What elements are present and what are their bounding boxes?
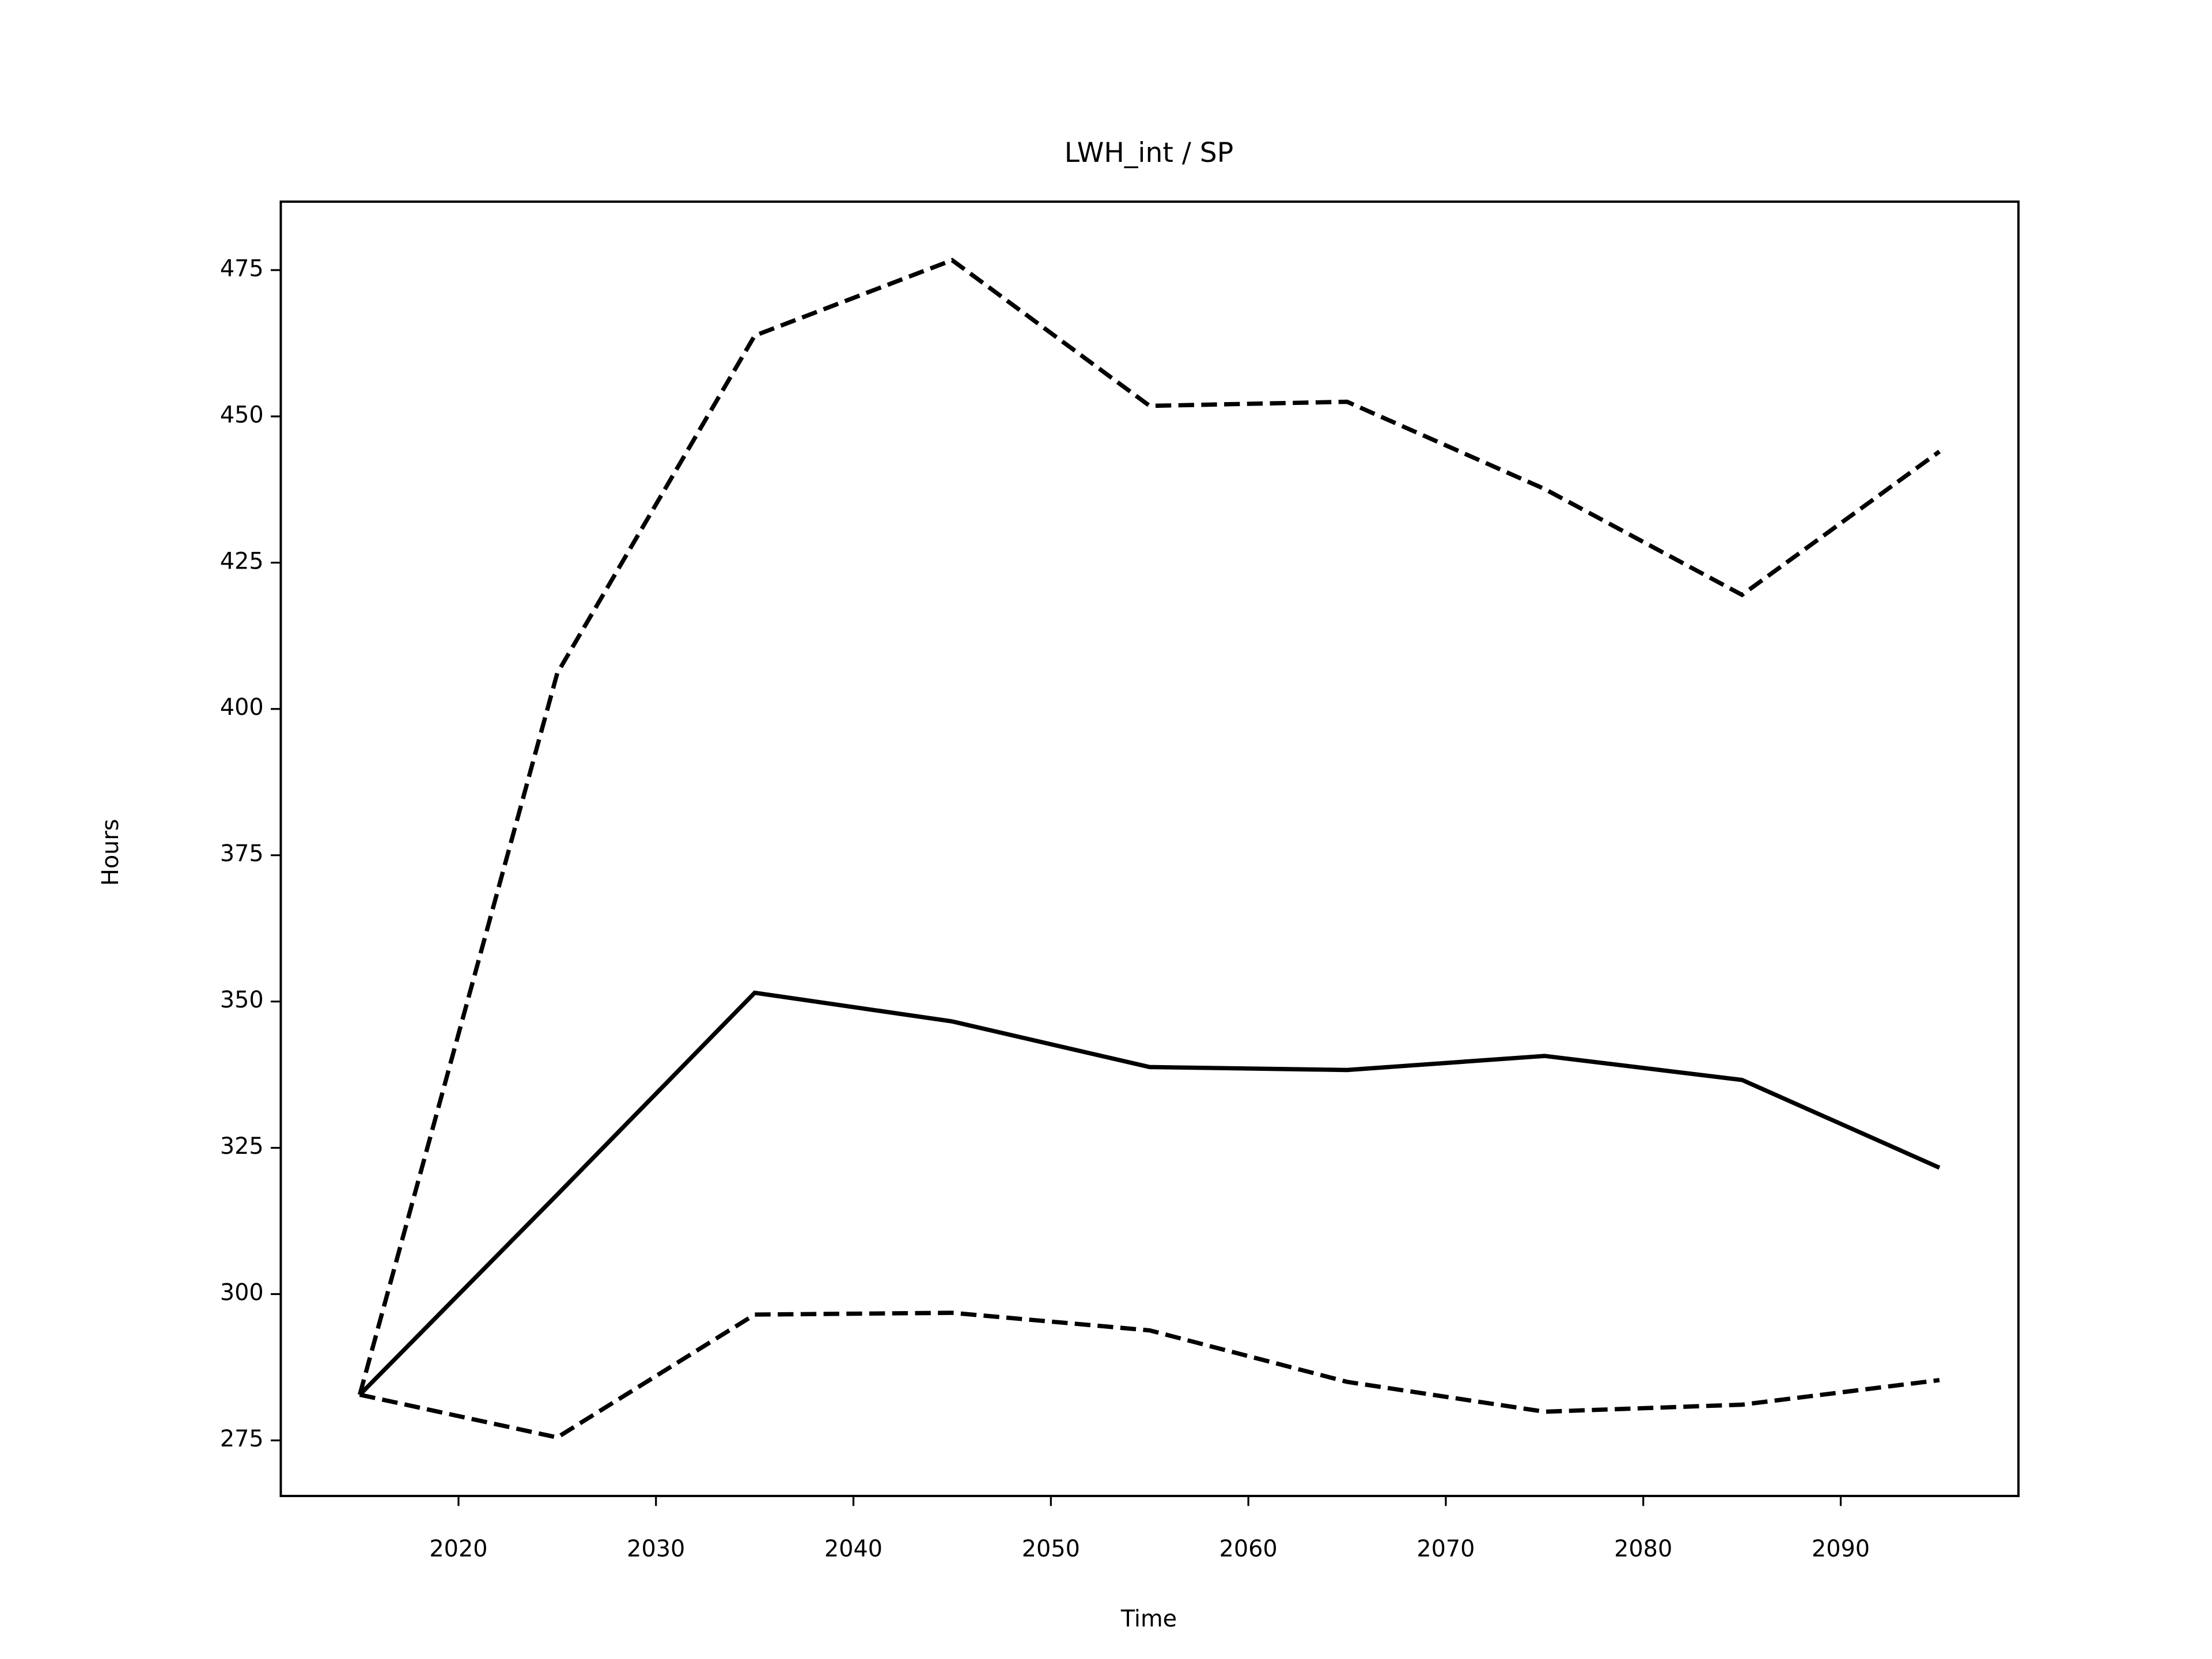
y-tick-label: 375 bbox=[220, 840, 264, 867]
plot-frame bbox=[279, 200, 2020, 1497]
y-tick-label: 475 bbox=[220, 255, 264, 282]
y-tick-label: 300 bbox=[220, 1279, 264, 1306]
line-series bbox=[358, 990, 1941, 1396]
line-series bbox=[359, 1310, 1940, 1440]
x-tick-label: 2080 bbox=[1614, 1536, 1672, 1562]
y-tick-label: 450 bbox=[220, 402, 264, 428]
x-tick-label: 2070 bbox=[1416, 1536, 1475, 1562]
y-tick-label: 275 bbox=[220, 1426, 264, 1452]
y-tick-label: 350 bbox=[220, 987, 264, 1013]
x-tick-label: 2090 bbox=[1812, 1536, 1870, 1562]
y-axis-label: Hours bbox=[97, 819, 124, 886]
x-axis-label: Time bbox=[1120, 1605, 1177, 1632]
x-tick-label: 2040 bbox=[824, 1536, 882, 1562]
line-series bbox=[357, 257, 1941, 1396]
y-tick-label: 425 bbox=[220, 548, 264, 574]
y-tick-label: 400 bbox=[220, 694, 264, 721]
x-tick-label: 2050 bbox=[1022, 1536, 1080, 1562]
x-tick-label: 2060 bbox=[1219, 1536, 1278, 1562]
chart-title: LWH_int / SP bbox=[1065, 137, 1233, 169]
x-tick-label: 2020 bbox=[429, 1536, 487, 1562]
y-tick-label: 325 bbox=[220, 1133, 264, 1160]
x-tick-label: 2030 bbox=[627, 1536, 685, 1562]
